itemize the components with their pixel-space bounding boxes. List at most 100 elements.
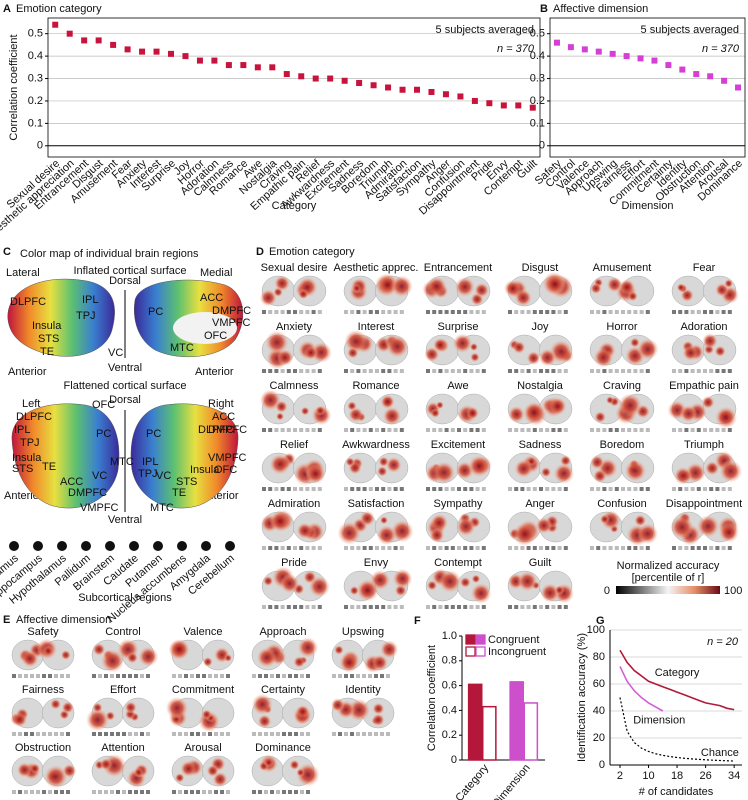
map-label: Surprise xyxy=(438,321,479,333)
activation-blob xyxy=(62,763,77,778)
subcortical-symbol xyxy=(350,674,354,678)
mean-marker xyxy=(385,84,392,91)
annotation: OFC xyxy=(204,330,227,342)
annotation: VC xyxy=(156,470,171,482)
subcortical-symbol xyxy=(444,605,449,609)
subcortical-symbol xyxy=(264,732,268,736)
activation-blob xyxy=(50,698,62,710)
activation-blob xyxy=(346,346,359,359)
map-label: Empathic pain xyxy=(669,380,739,392)
mean-marker xyxy=(471,97,478,104)
subcortical-symbol xyxy=(258,790,262,794)
subcortical-symbol xyxy=(627,487,632,491)
series-label: Category xyxy=(655,667,700,679)
annotation: ACC xyxy=(60,476,83,488)
activation-blob xyxy=(606,276,623,293)
activation-blob xyxy=(594,411,607,423)
annotation: Right xyxy=(208,398,234,410)
subcortical-symbol xyxy=(514,428,519,432)
map-label: Calmness xyxy=(270,380,319,392)
subcortical-symbol xyxy=(450,310,455,314)
activation-blob xyxy=(42,645,54,657)
subcortical-symbol xyxy=(311,487,316,491)
activation-blob xyxy=(297,637,319,658)
annotation: Inflated cortical surface xyxy=(73,265,186,277)
map-label: Dominance xyxy=(255,742,311,754)
legend-swatch xyxy=(465,634,476,645)
activation-blob xyxy=(348,407,364,423)
subcortical-icon xyxy=(33,541,43,551)
subcortical-symbol xyxy=(286,487,291,491)
subcortical-symbol xyxy=(214,732,218,736)
subcortical-symbol xyxy=(305,310,310,314)
subcortical-symbol xyxy=(374,674,378,678)
subcortical-symbol xyxy=(116,732,120,736)
subcortical-symbol xyxy=(545,487,550,491)
annotation: PC xyxy=(146,428,161,440)
activation-blob xyxy=(296,522,313,539)
subcortical-symbol xyxy=(286,310,291,314)
subcortical-symbol xyxy=(715,487,720,491)
subcortical-symbol xyxy=(66,732,70,736)
subcortical-symbol xyxy=(146,732,150,736)
subcortical-symbol xyxy=(381,487,386,491)
subcortical-symbol xyxy=(30,790,34,794)
brain-thumbnail xyxy=(671,333,737,373)
subcortical-symbol xyxy=(12,674,16,678)
plot-frame xyxy=(47,17,541,158)
subcortical-symbol xyxy=(381,369,386,373)
subcortical-symbol xyxy=(678,428,683,432)
activation-blob xyxy=(590,455,605,470)
activation-blob xyxy=(426,580,438,591)
subcortical-symbol xyxy=(450,487,455,491)
subcortical-symbol xyxy=(539,428,543,432)
panel-title: Emotion category xyxy=(269,246,355,258)
activation-blob xyxy=(426,276,447,297)
activation-blob xyxy=(201,709,212,720)
subcortical-symbol xyxy=(596,487,601,491)
subcortical-symbol xyxy=(386,732,390,736)
subcortical-symbol xyxy=(627,310,632,314)
subcortical-symbol xyxy=(375,546,379,550)
activation-blob xyxy=(345,457,355,467)
brain-thumbnail xyxy=(91,638,159,678)
subcortical-symbol xyxy=(356,369,361,373)
subcortical-symbol xyxy=(690,369,695,373)
subcortical-icon xyxy=(129,541,139,551)
brain-thumbnail xyxy=(425,393,491,432)
subcortical-symbol xyxy=(426,546,430,550)
subcortical-symbol xyxy=(684,546,689,550)
activation-blob xyxy=(517,571,538,592)
map-label: Anger xyxy=(525,498,555,510)
map-label: Interest xyxy=(358,321,395,333)
brain-thumbnail xyxy=(671,275,739,314)
subcortical-symbol xyxy=(514,546,519,550)
subcortical-symbol xyxy=(220,674,224,678)
subcortical-symbol xyxy=(134,674,138,678)
annotation: Lateral xyxy=(6,267,40,279)
activation-blob xyxy=(124,701,137,714)
subcortical-symbol xyxy=(344,546,348,550)
subcortical-symbol xyxy=(42,674,46,678)
activation-blob xyxy=(372,702,385,715)
brain-thumbnail xyxy=(261,330,332,373)
subcortical-symbol xyxy=(122,790,126,794)
mean-marker xyxy=(457,93,464,100)
y-tick-label: 20 xyxy=(593,732,605,744)
mean-marker xyxy=(370,82,377,89)
subcortical-symbol xyxy=(393,546,398,550)
brain-thumbnail xyxy=(503,271,573,314)
subcortical-symbol xyxy=(317,605,322,609)
brain-thumbnail xyxy=(251,693,315,736)
subcortical-symbol xyxy=(299,605,304,609)
subcortical-symbol xyxy=(220,732,224,736)
subcortical-symbol xyxy=(514,310,519,314)
subcortical-icon xyxy=(153,541,163,551)
subcortical-symbol xyxy=(602,369,607,373)
series-line xyxy=(619,697,735,762)
brain-thumbnail xyxy=(171,755,235,794)
mean-marker xyxy=(66,30,73,37)
subcortical-symbol xyxy=(602,487,607,491)
brain-thumbnail xyxy=(667,393,738,432)
subcortical-symbol xyxy=(508,487,512,491)
